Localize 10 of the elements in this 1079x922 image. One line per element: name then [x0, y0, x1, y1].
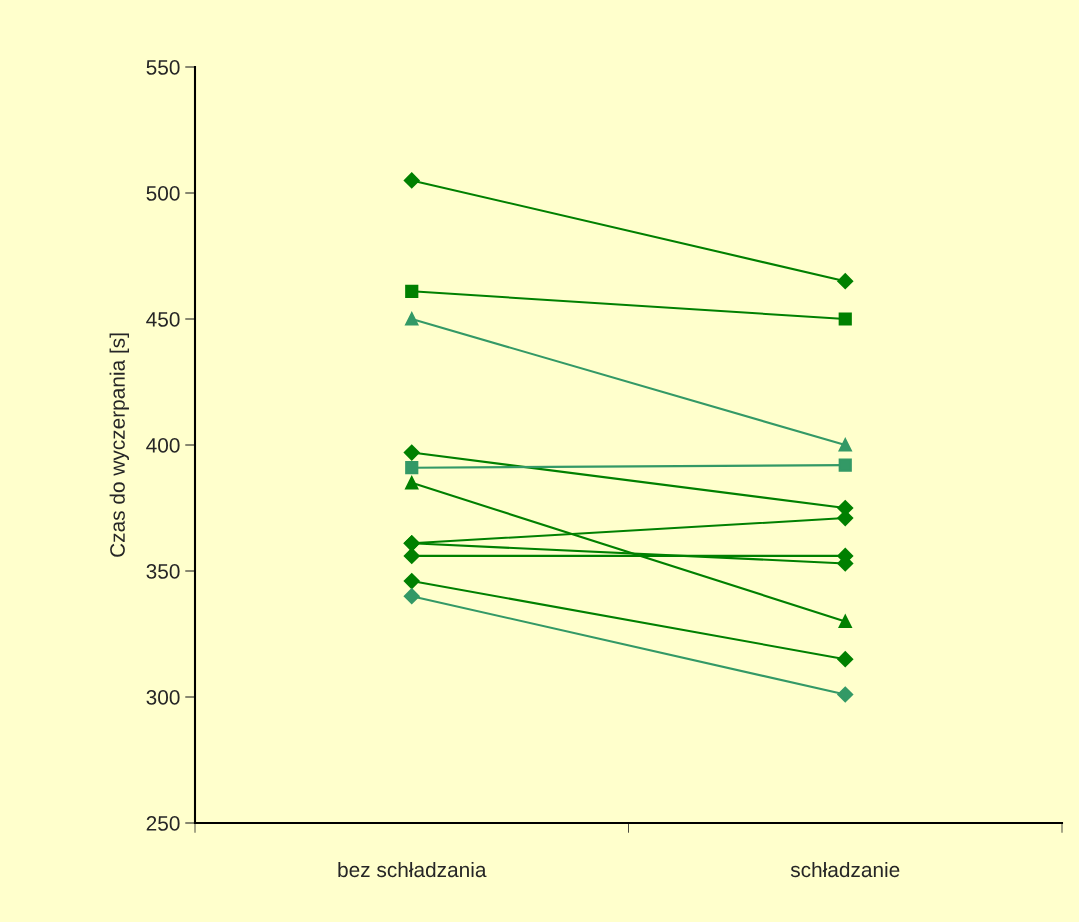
- y-tick-label: 550: [146, 60, 180, 75]
- x-tick-label: schładzanie: [790, 861, 900, 878]
- x-tick-label: bez schładzania: [338, 861, 487, 878]
- y-tick-label: 350: [146, 564, 180, 579]
- y-tick-label: 450: [146, 312, 180, 327]
- y-tick-label: 400: [146, 438, 180, 453]
- y-axis-title: Czas do wyczerpania [s]: [109, 333, 129, 557]
- y-tick-label: 300: [146, 690, 180, 705]
- y-tick-label: 250: [146, 816, 180, 831]
- y-tick-label: 500: [146, 186, 180, 201]
